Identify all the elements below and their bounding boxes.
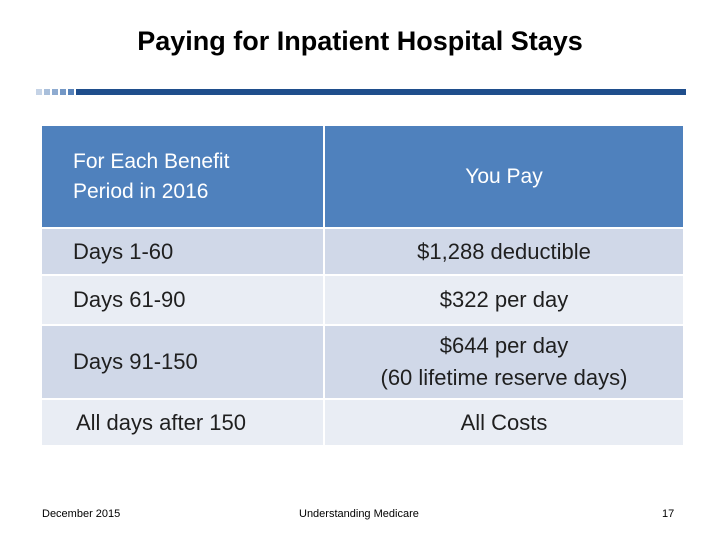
table-row: Days 61-90 $322 per day xyxy=(42,275,683,326)
table-row: Days 91-150 $644 per day (60 lifetime re… xyxy=(42,325,683,400)
table-row: All days after 150 All Costs xyxy=(42,399,683,447)
accent-squares xyxy=(36,89,74,95)
page-number: 17 xyxy=(662,508,675,520)
period-cell: Days 1-60 xyxy=(42,228,325,276)
header-you-pay: You Pay xyxy=(324,126,683,229)
pay-cell-line1: $644 per day xyxy=(439,333,569,358)
table-header-row: For Each Benefit Period in 2016 You Pay xyxy=(42,126,683,229)
header-benefit-period-line2: Period in 2016 xyxy=(73,179,209,203)
pay-cell-line2: (60 lifetime reserve days) xyxy=(380,365,628,390)
slide-title: Paying for Inpatient Hospital Stays xyxy=(137,26,583,56)
pay-cell: $644 per day (60 lifetime reserve days) xyxy=(324,325,683,400)
header-benefit-period: For Each Benefit Period in 2016 xyxy=(42,126,325,229)
accent-square xyxy=(52,89,58,95)
period-cell: Days 91-150 xyxy=(42,325,325,400)
footer-title: Understanding Medicare xyxy=(299,508,419,520)
benefit-table: For Each Benefit Period in 2016 You Pay … xyxy=(42,126,683,447)
accent-square xyxy=(36,89,42,95)
pay-cell: All Costs xyxy=(324,399,683,447)
table-row: Days 1-60 $1,288 deductible xyxy=(42,228,683,276)
pay-cell: $1,288 deductible xyxy=(324,228,683,276)
period-cell: All days after 150 xyxy=(42,399,325,447)
footer-date: December 2015 xyxy=(42,508,121,520)
accent-square xyxy=(68,89,74,95)
title-underline xyxy=(76,89,686,95)
accent-square xyxy=(60,89,66,95)
header-benefit-period-line1: For Each Benefit xyxy=(73,149,230,173)
pay-cell: $322 per day xyxy=(324,275,683,326)
period-cell: Days 61-90 xyxy=(42,275,325,326)
accent-square xyxy=(44,89,50,95)
